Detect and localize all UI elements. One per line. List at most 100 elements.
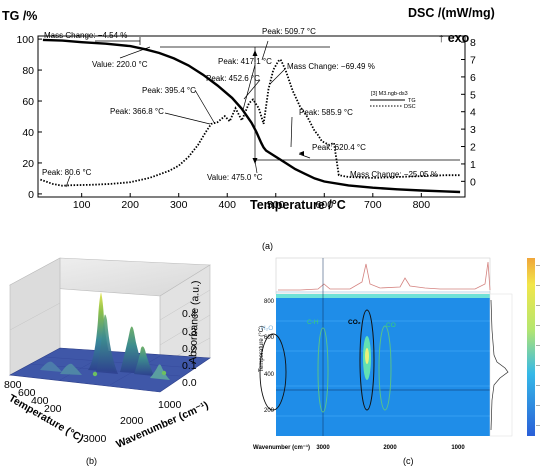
x-tick-label: 400 [218, 199, 236, 211]
z-tick-label: 0.2 [182, 343, 197, 355]
band-label-co: CO [386, 322, 396, 329]
series-tg-line [42, 38, 461, 194]
colour-bar [527, 258, 535, 436]
ellipse-h2o [259, 333, 287, 411]
y-right-tick-label: 1 [470, 159, 476, 171]
annotation: Peak: 417.1 °C [218, 57, 272, 66]
y-axis-label-c: Temperature (°C) [259, 326, 265, 372]
x-tick-label-c: 1000 [451, 445, 465, 451]
y-right-tick-label: 0 [470, 176, 476, 188]
z-tick-label: 0.1 [182, 360, 197, 372]
annotation: Peak: 620.4 °C [312, 143, 366, 152]
z-tick-label: 0.0 [182, 377, 197, 389]
z-tick-label: 0.3 [182, 326, 197, 338]
y-tick-label-c: 800 [264, 299, 275, 305]
panel-c: H₂O C-H CO₂ CO 80 [250, 254, 550, 466]
z-tick-label: 0.4 [182, 308, 197, 320]
y-right-tick-label: 4 [470, 107, 476, 119]
x-tick-label: 500 [267, 199, 285, 211]
arrowhead-1 [252, 50, 258, 56]
heatmap-area [276, 294, 490, 436]
y-tick-label-c: 200 [264, 408, 275, 414]
ellipse-co [378, 325, 392, 411]
temperature-tick-label: 200 [44, 403, 62, 415]
annotations-a: Mass Change: −4.54 % Value: 220.0 °C Pea… [42, 27, 438, 182]
annotation-leaders [65, 37, 460, 188]
panel-b: Absorbance (a.u.) 0.4 0.3 0.2 0.1 0.0 1000 20… [4, 257, 211, 466]
x-axis-label-c: Wavenumber (cm⁻¹) [253, 444, 310, 451]
peak-co2-main [88, 292, 116, 372]
y-left-tick-label: 60 [22, 96, 34, 108]
peak-co2-secondary [96, 314, 118, 374]
peak-right [150, 364, 170, 380]
marker-point [161, 370, 167, 376]
y-right-tick-label: 5 [470, 89, 476, 101]
annotation: Peak: 395.4 °C [142, 86, 196, 95]
x-tick-label: 600 [316, 199, 334, 211]
x-ticks-a: 100 200 300 400 500 600 700 800 [73, 193, 430, 211]
temperature-tick-label: 400 [31, 395, 49, 407]
band-label-ch: C-H [307, 319, 319, 326]
spectrum-line [278, 261, 491, 291]
y-ticks-c: 800 600 400 200 [264, 299, 275, 414]
y-tick-label-c: 400 [264, 372, 275, 378]
annotation: Mass Change: −69.49 % [287, 62, 375, 71]
y-right-ticks-a: 0 1 2 3 4 5 6 7 8 [461, 37, 476, 188]
annotation: Value: 475.0 °C [207, 173, 263, 182]
y-left-tick-label: 40 [22, 127, 34, 139]
panel-label-b: (b) [86, 456, 97, 466]
band-label-h2o: H₂O [261, 325, 273, 332]
wavenumber-ticks-b: 1000 2000 3000 [83, 399, 182, 445]
arrowhead-2 [252, 158, 258, 164]
annotation: Peak: 585.9 °C [299, 108, 353, 117]
y-left-ticks-a: 0 20 40 60 80 100 [16, 34, 42, 201]
series-a [40, 38, 461, 194]
exo-label: ↑ exo [438, 31, 470, 45]
x-tick-label: 300 [170, 199, 188, 211]
annotation: Peak: 366.8 °C [110, 107, 164, 116]
y-right-tick-label: 2 [470, 142, 476, 154]
ellipse-ch [317, 327, 329, 413]
z-ticks-b: 0.4 0.3 0.2 0.1 0.0 [182, 308, 197, 389]
y-left-tick-label: 20 [22, 158, 34, 170]
wavenumber-tick-label: 3000 [83, 433, 107, 445]
panel-label-a: (a) [262, 241, 273, 251]
y-left-tick-label: 0 [28, 189, 34, 201]
x-tick-label: 800 [413, 199, 431, 211]
peak-small [134, 346, 154, 376]
annotation: Peak: 452.6 °C [206, 74, 260, 83]
arrowhead-3 [299, 151, 304, 156]
y-right-tick-label: 7 [470, 54, 476, 66]
heatmap-top-band [276, 294, 490, 298]
x-tick-label-c: 2000 [383, 445, 397, 451]
x-tick-label: 100 [73, 199, 91, 211]
x-tick-label-c: 3000 [316, 445, 330, 451]
y-left-tick-label: 100 [16, 34, 34, 46]
z-axis-label-b: Absorbance (a.u.) [187, 280, 202, 364]
annotation: Mass Change: −4.54 % [44, 31, 127, 40]
band-label-co2: CO₂ [348, 319, 361, 326]
legend-title: [3] M3.ngb-ds3 [371, 91, 408, 97]
annotation: Peak: 509.7 °C [262, 27, 316, 36]
y-right-tick-label: 8 [470, 37, 476, 49]
peak-h2o [40, 361, 62, 372]
annotation: Value: 220.0 °C [92, 60, 148, 69]
legend-tg-label: TG [408, 98, 416, 104]
temperature-tick-label: 600 [18, 387, 36, 399]
y-right-tick-label: 3 [470, 124, 476, 136]
peak-ch [60, 363, 82, 375]
heatmap-texture [276, 320, 490, 417]
x-ticks-c: 3000 2000 1000 [316, 445, 465, 451]
temperature-profile-line [490, 299, 509, 431]
legend-dsc-label: DSC [404, 104, 416, 110]
marker-point [92, 371, 98, 377]
ellipse-co2 [359, 309, 375, 411]
annotation: Peak: 80.6 °C [42, 168, 92, 177]
tg-axis-label: TG /% [2, 9, 37, 23]
x-axis-label-a: Temperature /°C [250, 198, 346, 212]
wavenumber-tick-label: 2000 [120, 415, 144, 427]
legend-a: [3] M3.ngb-ds3 TG DSC [370, 91, 416, 110]
plot-frame-a [37, 35, 466, 198]
co2-hotspot-core [365, 348, 369, 364]
